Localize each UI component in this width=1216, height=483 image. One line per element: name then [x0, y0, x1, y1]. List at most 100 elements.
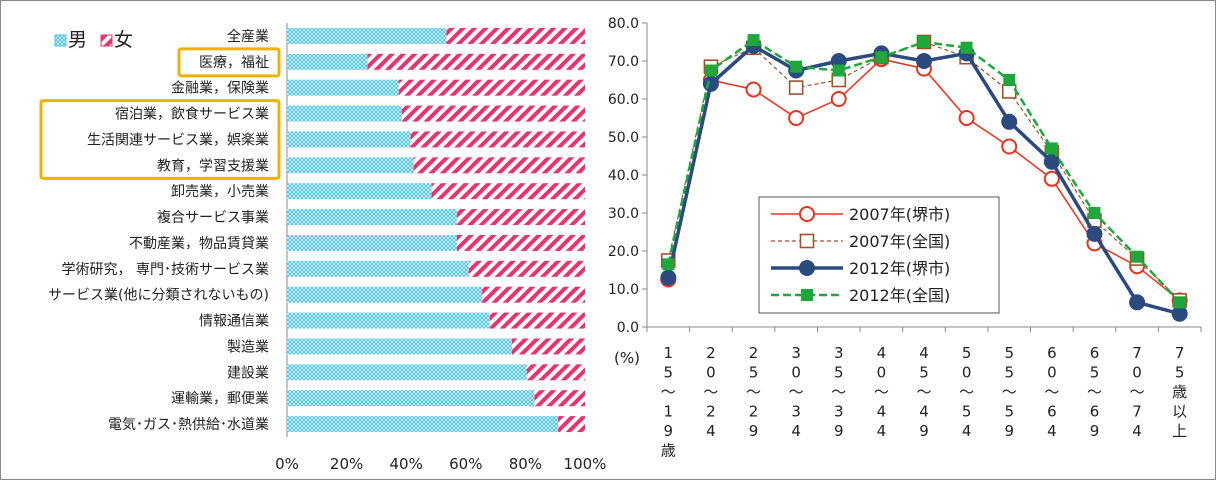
bar-male — [287, 312, 490, 329]
bar-male — [287, 53, 368, 70]
bar-female — [482, 286, 585, 303]
bar-category-label: 金融業，保険業 — [171, 81, 269, 97]
industry-gender-bar-chart: 0% 20% 40% 60% 80% 100% 全産業医療，福祉金融業，保険業宿泊業，飲食サ… — [39, 23, 607, 473]
series-0-point — [788, 110, 805, 126]
series-2-point — [1129, 294, 1146, 311]
bar-male — [287, 79, 399, 96]
legend-label-3: 2012年(全国) — [849, 286, 950, 305]
y-tick-label: 10.0 — [608, 282, 639, 298]
bar-female — [431, 183, 585, 200]
age-employment-line-chart: 0.0 10.0 20.0 30.0 40.0 50.0 60.0 70.0 80.0 (%) 1 5… — [608, 16, 1202, 460]
x-category-label: 7 0 〜 7 4 — [1130, 344, 1145, 440]
y-tick-label: 80.0 — [608, 16, 639, 32]
series-1-point — [788, 80, 804, 95]
y-tick-label: 20.0 — [608, 244, 639, 260]
bar-category-label: 不動産業，物品賃貸業 — [129, 236, 269, 252]
bar-male — [287, 390, 535, 407]
bar-category-label: 電気･ガス･熱供給･水道業 — [108, 417, 269, 433]
bar-x-tick-label: 80% — [509, 455, 542, 473]
bar-female — [526, 364, 585, 381]
series-3-point — [1131, 250, 1144, 263]
bar-x-tick-label: 100% — [564, 455, 607, 473]
bar-female — [511, 338, 585, 355]
series-3-point — [790, 60, 803, 73]
x-category-label: 4 5 〜 4 9 — [916, 344, 931, 440]
x-category-label: 7 5 歳以上 — [1172, 344, 1187, 440]
y-tick-label: 60.0 — [608, 92, 639, 108]
legend-swatch-female — [100, 34, 113, 47]
series-3-point — [1173, 296, 1186, 309]
x-category-label: 3 5 〜 3 9 — [831, 344, 846, 440]
series-2-point — [702, 75, 719, 92]
bar-female — [401, 105, 585, 122]
series-2-point — [1043, 153, 1060, 170]
series-2-point — [1171, 305, 1188, 322]
bar-x-tick-label: 40% — [390, 455, 423, 473]
bar-category-label: 卸売業，小売業 — [171, 184, 269, 200]
legend-marker-0 — [799, 206, 815, 222]
legend-marker-1 — [799, 233, 815, 249]
x-category-label: 6 0 〜 6 4 — [1044, 344, 1059, 440]
bar-female — [456, 234, 585, 251]
series-0-point — [1043, 170, 1060, 187]
legend-label-0: 2007年(堺市) — [849, 205, 950, 224]
bar-male — [287, 286, 483, 303]
y-tick-label: 40.0 — [608, 168, 639, 184]
bar-category-label: 医療，福祉 — [199, 54, 269, 71]
legend-marker-3 — [801, 289, 813, 301]
x-category-label: 2 5 〜 2 9 — [746, 344, 761, 440]
bar-female — [558, 416, 585, 433]
series-3-point — [960, 41, 973, 54]
x-category-label: 5 0 〜 5 4 — [959, 344, 974, 440]
x-category-label: 5 5 〜 5 9 — [1002, 344, 1017, 440]
bar-male — [287, 157, 414, 174]
bar-category-label: 生活関連サービス業，娯楽業 — [87, 132, 269, 148]
bar-male — [287, 260, 469, 277]
bar-category-label: 運輸業，郵便業 — [171, 391, 269, 407]
bar-female — [398, 79, 585, 96]
series-0-point — [958, 110, 975, 126]
bar-category-label: 複合サービス事業 — [157, 209, 269, 226]
bar-female — [489, 312, 585, 329]
bar-category-label: 情報通信業 — [199, 314, 269, 330]
y-unit-label: (%) — [614, 349, 640, 367]
legend-label-1: 2007年(全国) — [849, 232, 950, 251]
bar-category-label: 製造業 — [227, 339, 269, 355]
bar-female — [456, 209, 585, 226]
y-tick-label: 0.0 — [617, 320, 639, 336]
bar-male — [287, 105, 402, 122]
series-1-point — [1001, 84, 1017, 99]
x-category-label: 3 0 〜 3 4 — [789, 344, 804, 440]
bar-male — [287, 27, 447, 44]
bar-female — [468, 260, 585, 277]
bar-x-tick-label: 60% — [449, 455, 482, 473]
series-2-point — [1086, 225, 1103, 242]
bar-category-label: 教育，学習支援業 — [157, 158, 269, 174]
legend-label-female: 女 — [114, 29, 133, 51]
legend-label-male: 男 — [68, 29, 87, 51]
series-2-point — [660, 269, 677, 286]
x-category-label: 2 0 〜 2 4 — [703, 344, 718, 440]
legend-marker-2 — [799, 260, 815, 276]
bar-female — [446, 27, 585, 44]
bar-category-label: 建設業 — [227, 365, 269, 381]
bar-male — [287, 416, 559, 433]
bar-category-label: サービス業(他に分類されないもの) — [48, 288, 269, 304]
series-3-point — [1045, 142, 1058, 155]
bar-female — [534, 390, 585, 407]
y-tick-label: 50.0 — [608, 130, 639, 146]
y-tick-label: 30.0 — [608, 206, 639, 222]
x-category-label: 4 0 〜 4 4 — [874, 344, 889, 440]
y-tick-label: 70.0 — [608, 54, 639, 70]
bar-male — [287, 183, 432, 200]
legend-swatch-male — [54, 34, 67, 47]
bar-male — [287, 209, 457, 226]
x-category-label: 1 5 〜 1 9 歳 — [661, 344, 676, 460]
bar-male — [287, 234, 457, 251]
bar-category-label: 宿泊業，飲食サービス業 — [115, 106, 269, 123]
series-3-point — [704, 64, 717, 77]
highlight-box-1 — [177, 47, 281, 78]
series-3-point — [662, 258, 675, 271]
bar-female — [413, 157, 585, 174]
